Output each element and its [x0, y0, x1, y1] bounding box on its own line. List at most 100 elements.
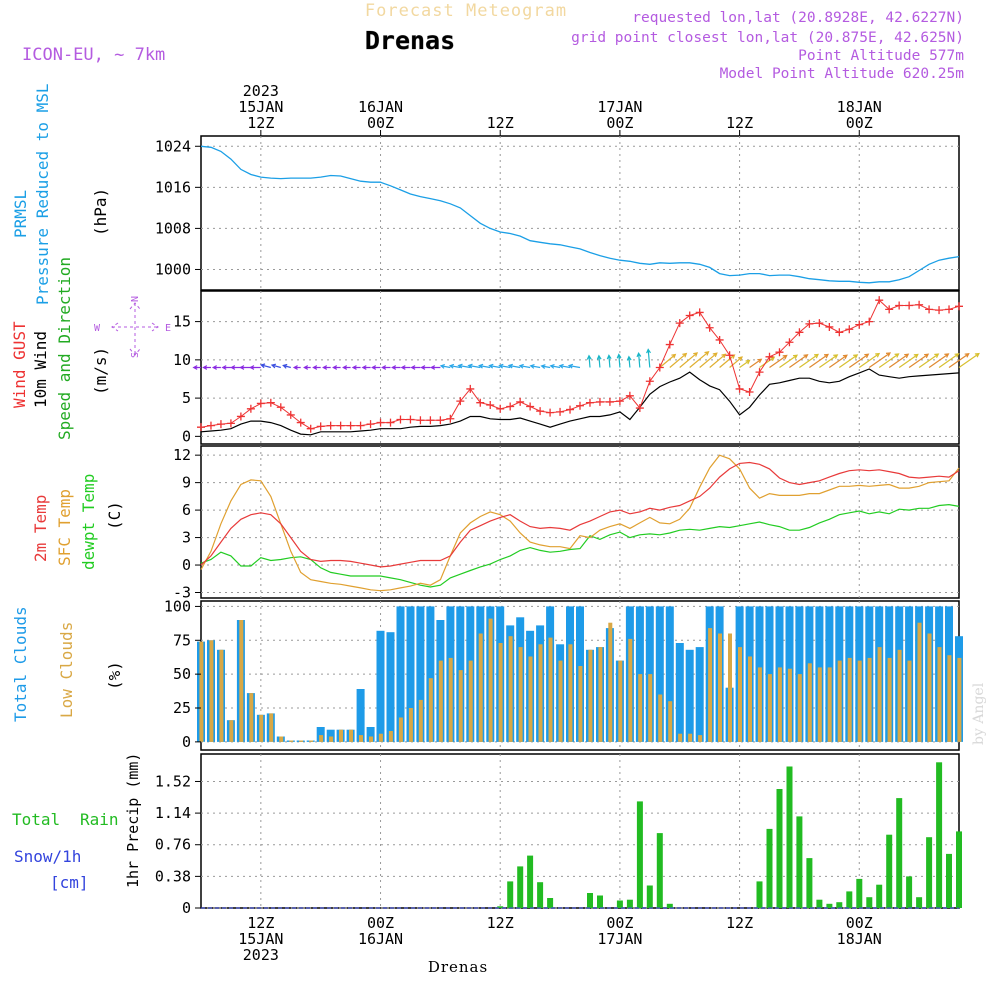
- y-tick-label: 0: [182, 556, 191, 574]
- wind-arrow: [669, 352, 688, 368]
- wind-arrow: [303, 365, 311, 370]
- wind-arrow: [838, 354, 859, 368]
- wind-arrow: [322, 365, 331, 370]
- wind-arrow: [858, 352, 881, 368]
- low-cloud-bar: [568, 644, 573, 742]
- low-cloud-bar: [638, 674, 643, 742]
- rain-bar: [886, 834, 893, 908]
- gust-marker: [226, 419, 235, 428]
- gust-marker: [645, 377, 654, 386]
- wind-arrow: [282, 363, 291, 369]
- low-cloud-bar: [418, 699, 423, 742]
- pressure-unit: (hPa): [91, 188, 110, 236]
- top-time-label: 16JAN: [358, 98, 403, 116]
- gust-marker: [326, 421, 335, 430]
- panel-frame: [200, 135, 960, 291]
- wind-arrow: [448, 363, 461, 369]
- y-tick-label: 5: [182, 389, 191, 407]
- model-label: ICON-EU, ~ 7km: [22, 45, 165, 65]
- bottom-time-label: 12Z: [487, 914, 514, 932]
- gust-marker: [316, 422, 325, 431]
- low-cloud-bar: [518, 647, 523, 742]
- temp-2m-label: 2m Temp: [31, 495, 50, 562]
- wind-speed-line: [200, 368, 960, 436]
- gust-marker: [935, 306, 944, 315]
- gust-marker: [795, 328, 804, 337]
- rain-bar: [756, 881, 763, 908]
- wind-arrow: [848, 353, 870, 368]
- wind-arrow: [498, 363, 511, 369]
- rain-bar: [816, 899, 823, 908]
- gust-marker: [845, 325, 854, 334]
- low-cloud-bar: [289, 740, 294, 742]
- total-cloud-bar: [655, 606, 664, 742]
- gust-marker: [486, 400, 495, 409]
- gust-marker: [655, 363, 664, 372]
- gust-marker: [905, 301, 914, 310]
- gust-marker: [456, 397, 465, 406]
- rain-bar: [926, 837, 933, 908]
- rain-bar: [537, 882, 544, 908]
- wind-arrow: [819, 354, 839, 368]
- wind-arrow: [586, 354, 592, 368]
- compass-legend: N S W E: [94, 296, 171, 358]
- low-cloud-bar: [458, 670, 463, 742]
- low-cloud-bar: [837, 660, 842, 742]
- pressure-label-2: Pressure Reduced to MSL: [33, 83, 52, 305]
- y-tick-label: 12: [173, 446, 191, 464]
- gust-marker: [296, 418, 305, 427]
- low-cloud-bar: [787, 668, 792, 742]
- rain-bar: [846, 891, 853, 908]
- gust-marker: [246, 404, 255, 413]
- top-time-label: 12Z: [247, 114, 274, 132]
- watermark-title: Forecast Meteogram: [365, 1, 567, 21]
- low-cloud-bar: [827, 667, 832, 742]
- low-cloud-bar: [548, 637, 553, 742]
- compass-w: W: [94, 323, 101, 334]
- wind-arrow: [626, 355, 632, 368]
- rain-bar: [497, 906, 504, 908]
- total-cloud-bar: [386, 632, 395, 742]
- gust-marker: [895, 301, 904, 310]
- temp-unit: (C): [105, 501, 124, 530]
- low-cloud-bar: [648, 674, 653, 742]
- wind-arrow: [221, 365, 231, 370]
- low-cloud-bar: [728, 633, 732, 742]
- panel-frame: [200, 445, 960, 599]
- gust-marker: [376, 418, 385, 427]
- gust-marker: [755, 368, 764, 377]
- wind-arrow: [689, 350, 710, 368]
- wind-arrow: [391, 365, 401, 370]
- precip-snow-label: Snow/1h: [14, 847, 81, 866]
- gust-marker: [266, 398, 275, 407]
- rain-bar: [656, 833, 663, 908]
- bottom-time-label: 16JAN: [358, 930, 403, 948]
- gust-marker: [955, 302, 963, 311]
- y-tick-label: 3: [182, 529, 191, 547]
- low-cloud-bar: [269, 713, 274, 742]
- total-cloud-bar: [406, 606, 415, 742]
- gust-marker: [446, 414, 455, 423]
- top-time-label: 17JAN: [597, 98, 642, 116]
- low-cloud-bar: [478, 633, 483, 742]
- y-tick-label: 1.14: [155, 804, 191, 822]
- credit-watermark: by Angel: [971, 682, 987, 745]
- wind-arrow: [888, 353, 910, 368]
- precip-panel: Total Rain Snow/1h [cm] 1hr Precip (mm) …: [12, 753, 962, 917]
- rain-bar: [517, 866, 524, 908]
- precip-axis-label: 1hr Precip (mm): [124, 753, 142, 888]
- rain-bar: [936, 762, 943, 908]
- low-cloud-bar: [628, 638, 633, 742]
- wind-arrow: [928, 353, 950, 368]
- top-time-label: 2023: [243, 82, 279, 100]
- low-cloud-bar: [757, 667, 762, 742]
- wind-arrow: [400, 365, 411, 370]
- gust-marker: [865, 317, 874, 326]
- pressure-label-1: PRMSL: [11, 190, 30, 238]
- wind-arrow: [488, 363, 501, 369]
- wind-arrow: [918, 353, 940, 368]
- gust-marker: [705, 323, 714, 332]
- rain-bar: [866, 897, 873, 908]
- low-cloud-bar: [259, 714, 264, 742]
